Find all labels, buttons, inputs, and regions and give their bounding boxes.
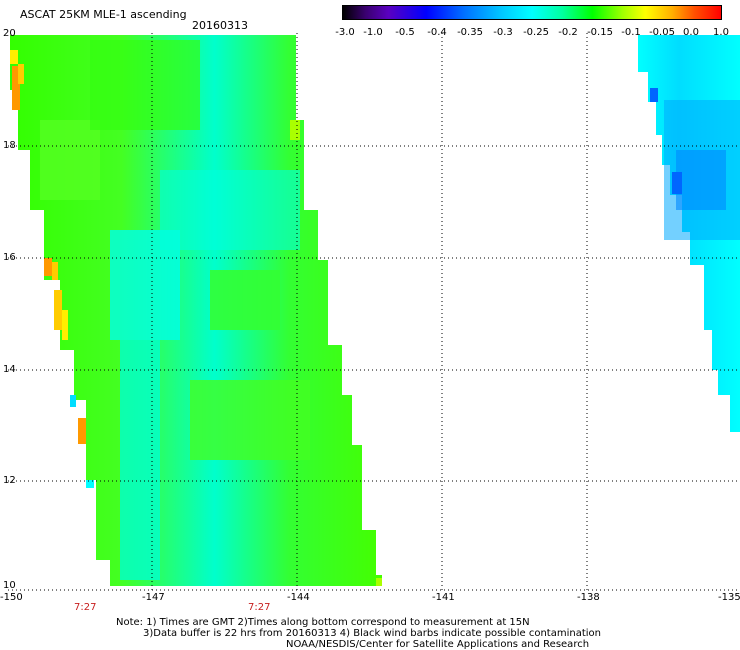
map-title: ASCAT 25KM MLE-1 ascending [20, 8, 187, 21]
colorbar-label: -0.15 [587, 27, 613, 38]
colorbar-label: -0.1 [621, 27, 641, 38]
blue-cell [650, 88, 658, 102]
colorbar-label: -0.2 [558, 27, 578, 38]
green-patch [40, 120, 100, 200]
colorbar-label: 1.0 [713, 27, 729, 38]
note-line-3: NOAA/NESDIS/Center for Satellite Applica… [286, 639, 590, 650]
lat-label: 18 [3, 140, 16, 151]
colorbar-label: -0.05 [649, 27, 675, 38]
lon-label: -135 [718, 592, 740, 603]
lat-label: 12 [3, 475, 16, 486]
lon-label: -141 [432, 592, 455, 603]
cyan-patch [120, 340, 160, 580]
lon-label: -147 [142, 592, 165, 603]
lat-label: 16 [3, 252, 16, 263]
yellow-cell [18, 64, 24, 84]
cyan-patch [160, 170, 300, 250]
colorbar-label: -1.0 [363, 27, 383, 38]
cyan-cell [86, 480, 94, 488]
colorbar-label: -0.3 [493, 27, 513, 38]
lon-label: -150 [0, 592, 23, 603]
orange-cell [44, 258, 52, 276]
green-patch [190, 380, 310, 460]
map-date: 20160313 [192, 19, 248, 32]
yellow-green-cell [376, 578, 382, 586]
green-patch [90, 40, 200, 130]
colorbar-label: -3.0 [335, 27, 355, 38]
time-label: 7:27 [74, 602, 97, 613]
note-line-1: Note: 1) Times are GMT 2)Times along bot… [116, 617, 530, 628]
colorbar-label: -0.4 [427, 27, 447, 38]
green-patch [210, 270, 280, 330]
note-line-2: 3)Data buffer is 22 hrs from 20160313 4)… [143, 628, 601, 639]
time-label: 7:27 [248, 602, 271, 613]
colorbar-label: 0.0 [683, 27, 699, 38]
yellow-cell [62, 310, 68, 340]
color-scale-bar [342, 5, 722, 20]
cyan-cell [70, 395, 76, 407]
colorbar-label: -0.25 [523, 27, 549, 38]
grid-lines [8, 33, 738, 591]
lat-label: 20 [3, 28, 16, 39]
blue-cell [672, 172, 682, 194]
yellow-cell [54, 290, 62, 330]
colorbar-label: -0.35 [457, 27, 483, 38]
lat-label: 14 [3, 364, 16, 375]
lat-label: 10 [3, 580, 16, 591]
orange-cell [12, 66, 20, 110]
lon-label: -144 [287, 592, 310, 603]
yellow-cell [10, 50, 18, 64]
yellow-cell [52, 262, 58, 280]
orange-cell [78, 418, 86, 444]
lon-label: -138 [577, 592, 600, 603]
blue-patch [676, 150, 726, 210]
colorbar-label: -0.5 [395, 27, 415, 38]
yellow-green-cell [290, 120, 300, 140]
